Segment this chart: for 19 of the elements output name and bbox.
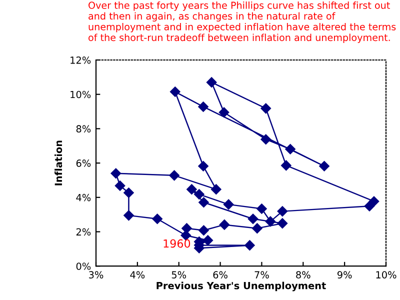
y-tick-label: 4% [76,194,91,202]
y-axis-title: Inflation [54,140,62,186]
y-tick-label: 12% [70,56,91,64]
x-tick-label: 6% [213,271,228,278]
y-tick-label: 10% [70,90,91,98]
x-tick-label: 3% [89,271,104,278]
y-tick-label: 8% [76,125,91,133]
x-tick-label: 5% [172,271,186,278]
y-tick-label: 2% [76,228,91,236]
y-tick-label: 0% [76,262,91,270]
chart-title: Over the past forty years the Phillips curve has shifted first out and then in again, as changes in the natural rate of unemployment and in expected inflation have altered the terms of the short-run tradeoff between inflation and unemployment. [88,2,396,43]
y-tick-label: 6% [76,160,91,167]
x-tick-label: 4% [130,271,145,278]
x-tick-label: 9% [337,271,352,278]
x-tick-label: 8% [296,271,310,278]
x-tick-label: 10% [376,271,396,278]
x-tick-label: 7% [254,271,269,278]
annotation: 1960 [164,239,190,248]
x-axis-title: Previous Year's Unemployment [156,282,326,292]
